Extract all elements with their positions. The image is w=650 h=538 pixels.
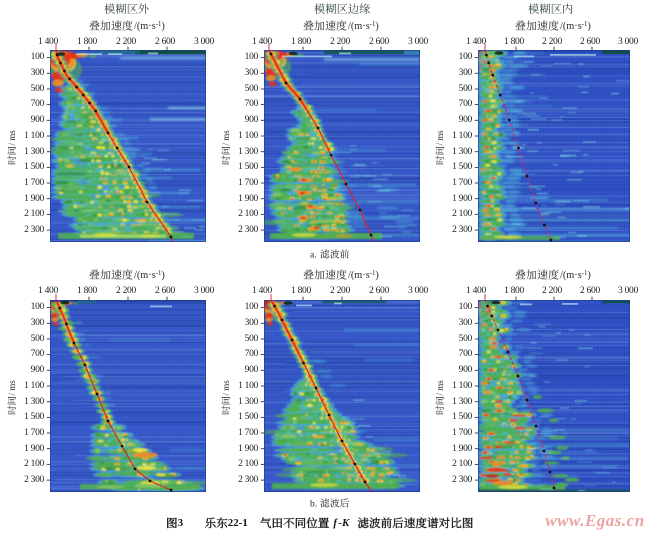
svg-text:-K: -K [339, 517, 351, 529]
svg-text:/(m·s-1): /(m·s-1) [348, 20, 379, 31]
svg-text:/ ms: / ms [7, 380, 17, 396]
svg-text:a.: a. [310, 250, 317, 260]
svg-text:/ ms: / ms [221, 130, 231, 146]
svg-text:/ ms: / ms [435, 130, 445, 146]
svg-text:/(m·s-1): /(m·s-1) [134, 20, 165, 31]
svg-text:3: 3 [178, 517, 184, 529]
svg-text:/ ms: / ms [435, 380, 445, 396]
svg-text:/(m·s-1): /(m·s-1) [348, 269, 379, 280]
svg-text:22-1: 22-1 [228, 517, 248, 529]
svg-text:b.: b. [310, 499, 317, 509]
svg-text:/ ms: / ms [7, 130, 17, 146]
svg-text:f: f [334, 517, 339, 529]
svg-text:/(m·s-1): /(m·s-1) [560, 20, 591, 31]
svg-text:/(m·s-1): /(m·s-1) [134, 269, 165, 280]
svg-text:/(m·s-1): /(m·s-1) [560, 269, 591, 280]
svg-text:/ ms: / ms [221, 380, 231, 396]
